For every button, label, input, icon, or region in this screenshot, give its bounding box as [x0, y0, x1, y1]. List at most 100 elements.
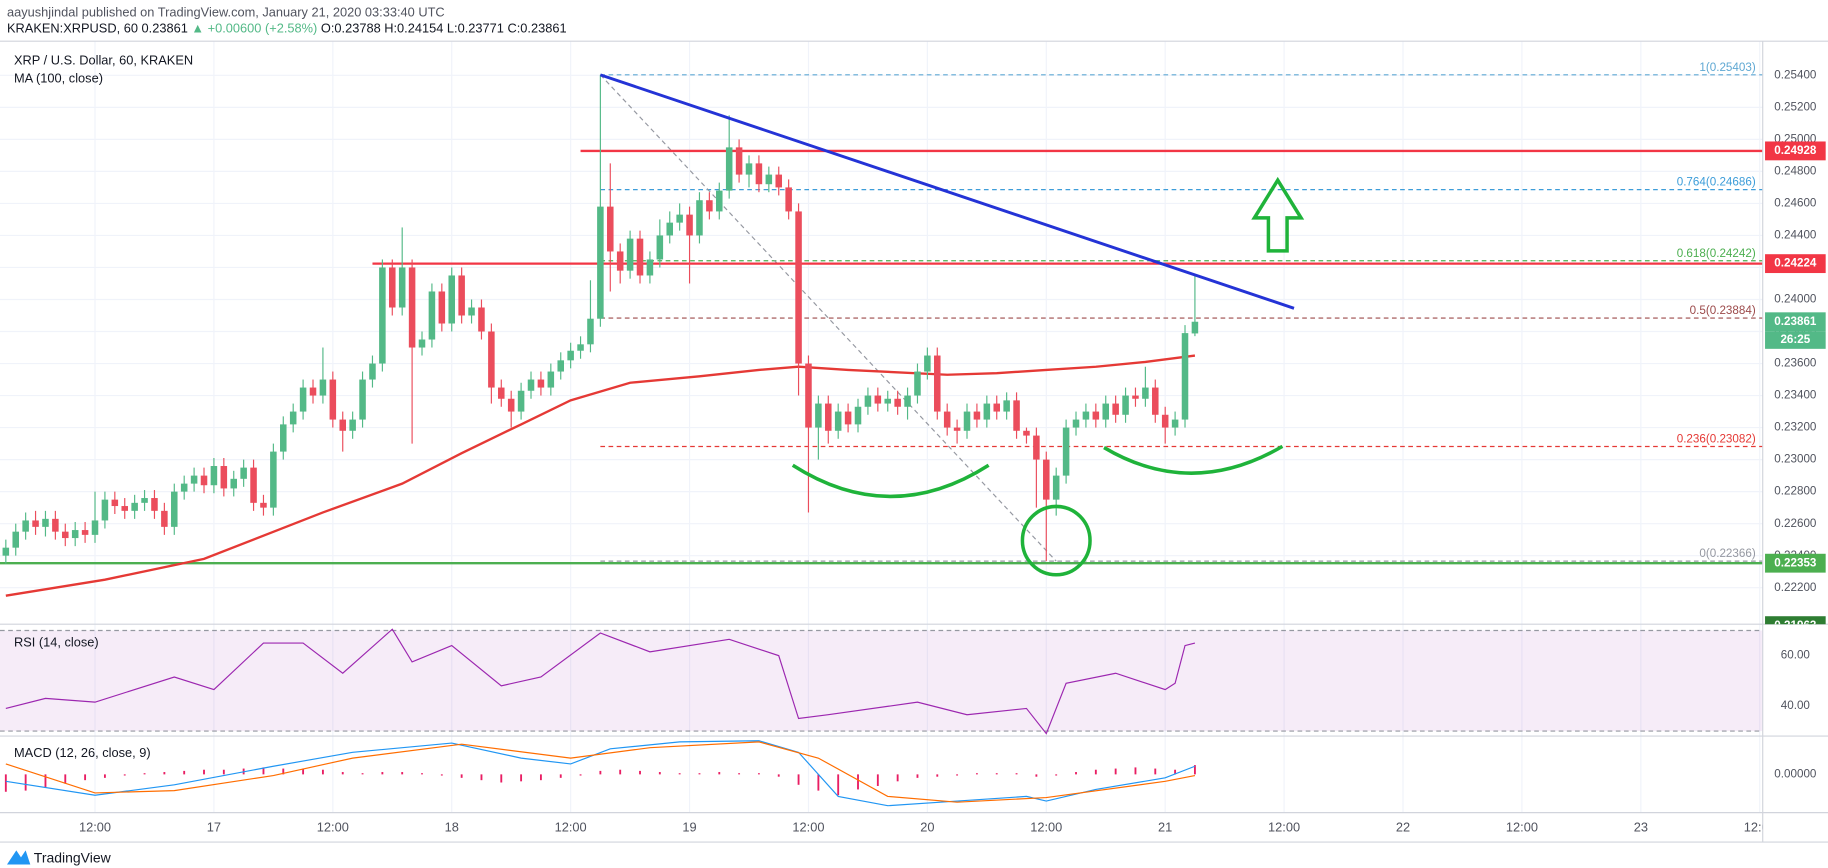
macd-histogram-bar: [103, 774, 106, 778]
candle-body: [686, 214, 693, 236]
drawings: [791, 176, 1305, 577]
candle-body: [775, 174, 783, 188]
candle-body: [1161, 414, 1169, 428]
x-tick-label: 12:00: [555, 819, 587, 834]
ohlc: O:0.23788 H:0.24154 L:0.23771 C:0.23861: [321, 21, 567, 36]
macd-histogram-bar: [698, 773, 701, 775]
macd-histogram-bar: [678, 773, 681, 775]
macd-histogram-bar: [460, 774, 463, 778]
macd-histogram-bar: [916, 774, 919, 778]
macd-histogram-bar: [321, 769, 324, 775]
candle-body: [577, 344, 584, 351]
candle-body: [339, 419, 347, 431]
candle-body: [934, 355, 941, 412]
macd-histogram-bar: [757, 773, 760, 775]
fib-diagonal: [599, 74, 1057, 562]
candle-body: [1033, 435, 1040, 460]
brand-logo: [6, 850, 31, 865]
candle-body: [369, 363, 376, 380]
candle-body: [725, 147, 733, 191]
candle-body: [745, 163, 753, 175]
macd-histogram-bar: [302, 768, 305, 775]
pattern-curve: [1103, 444, 1284, 475]
candle-body: [1122, 395, 1129, 415]
candle-body: [161, 510, 168, 527]
candle-body: [190, 475, 198, 484]
y-tick-label: 0.24800: [1774, 164, 1817, 177]
candle-body: [468, 307, 475, 316]
macd-histogram-bar: [797, 774, 800, 785]
time-axis: 12:00 17 12:00 18 12:00 19 12:00 20 12:00 21 12:00…: [79, 819, 1776, 834]
macd-histogram-bar: [599, 770, 602, 775]
candle-body: [616, 251, 624, 271]
candle-body: [1102, 403, 1110, 420]
trendline: [599, 73, 1295, 310]
x-tick-label: 21: [1158, 819, 1172, 834]
candle-body: [983, 403, 991, 420]
candle-body: [1082, 411, 1090, 420]
candle-body: [299, 387, 307, 412]
symbol-line: KRAKEN:XRPUSD, 60 0.23861 ▲ +0.00600 (+2…: [7, 21, 567, 36]
candle-body: [1043, 459, 1050, 500]
candle-body: [716, 190, 723, 212]
x-tick-label: 12:00: [1030, 819, 1062, 834]
fib-label: 0(0.22366): [1699, 547, 1755, 560]
y-tick-label: 0.22800: [1774, 485, 1817, 498]
publisher: aayushjindal published on TradingView.co…: [7, 4, 445, 19]
macd-histogram-bar: [777, 774, 780, 777]
y-tick-label: 0.24400: [1774, 229, 1817, 242]
candle-body: [62, 531, 69, 539]
candle-body: [12, 531, 19, 548]
y-tick-label: 0.24000: [1774, 293, 1817, 306]
candle-body: [696, 200, 703, 236]
y-tick-label: 0.23000: [1774, 453, 1817, 466]
candle-body: [101, 499, 109, 521]
rsi-title: RSI (14, close): [14, 634, 99, 649]
macd-histogram-bar: [183, 770, 186, 775]
candle-body: [478, 307, 485, 332]
candle-body: [260, 502, 267, 508]
candle-body: [993, 403, 1001, 412]
macd-histogram-bar: [222, 769, 225, 775]
candle-body: [359, 379, 366, 420]
candle-body: [676, 214, 683, 223]
candle-body: [379, 267, 386, 364]
candle-body: [656, 235, 664, 260]
candle-body: [210, 466, 218, 486]
macd-histogram-bar: [975, 773, 978, 775]
macd-title: MACD (12, 26, close, 9): [14, 745, 151, 760]
candle-body: [557, 360, 565, 372]
candle-body: [81, 530, 89, 535]
candle-body: [884, 398, 892, 404]
candle-body: [349, 419, 356, 431]
candle-body: [527, 379, 535, 391]
x-tick-label: 20: [920, 819, 934, 834]
y-tick-label: 0.25200: [1774, 100, 1817, 113]
up-arrow: [1251, 176, 1305, 253]
candle-body: [111, 499, 119, 507]
candle-body: [151, 498, 158, 511]
fib-label: 0.618(0.24242): [1677, 247, 1756, 260]
candle-body: [2, 547, 10, 556]
rsi-tick-label: 60.00: [1781, 649, 1811, 662]
candle-body: [973, 411, 981, 420]
candle-body: [864, 395, 872, 407]
rsi-line: [5, 628, 1196, 735]
candle-body: [924, 355, 931, 372]
macd-histogram-bar: [896, 774, 899, 782]
candle-body: [914, 371, 921, 396]
brand: TradingView: [34, 849, 112, 865]
macd-histogram-bar: [956, 774, 959, 776]
candle-body: [943, 411, 951, 428]
candle-body: [428, 291, 436, 340]
macd-histogram-bar: [262, 767, 265, 775]
x-tick-label: 12:00: [792, 819, 824, 834]
macd-histogram-bar: [143, 773, 146, 775]
candle-body: [1092, 411, 1100, 420]
macd-histogram-bar: [163, 772, 166, 775]
pattern-curve: [791, 463, 990, 499]
x-tick-label: 12:00: [317, 819, 349, 834]
candle-body: [953, 427, 961, 431]
candle-body: [844, 411, 852, 425]
candle-body: [329, 379, 337, 420]
